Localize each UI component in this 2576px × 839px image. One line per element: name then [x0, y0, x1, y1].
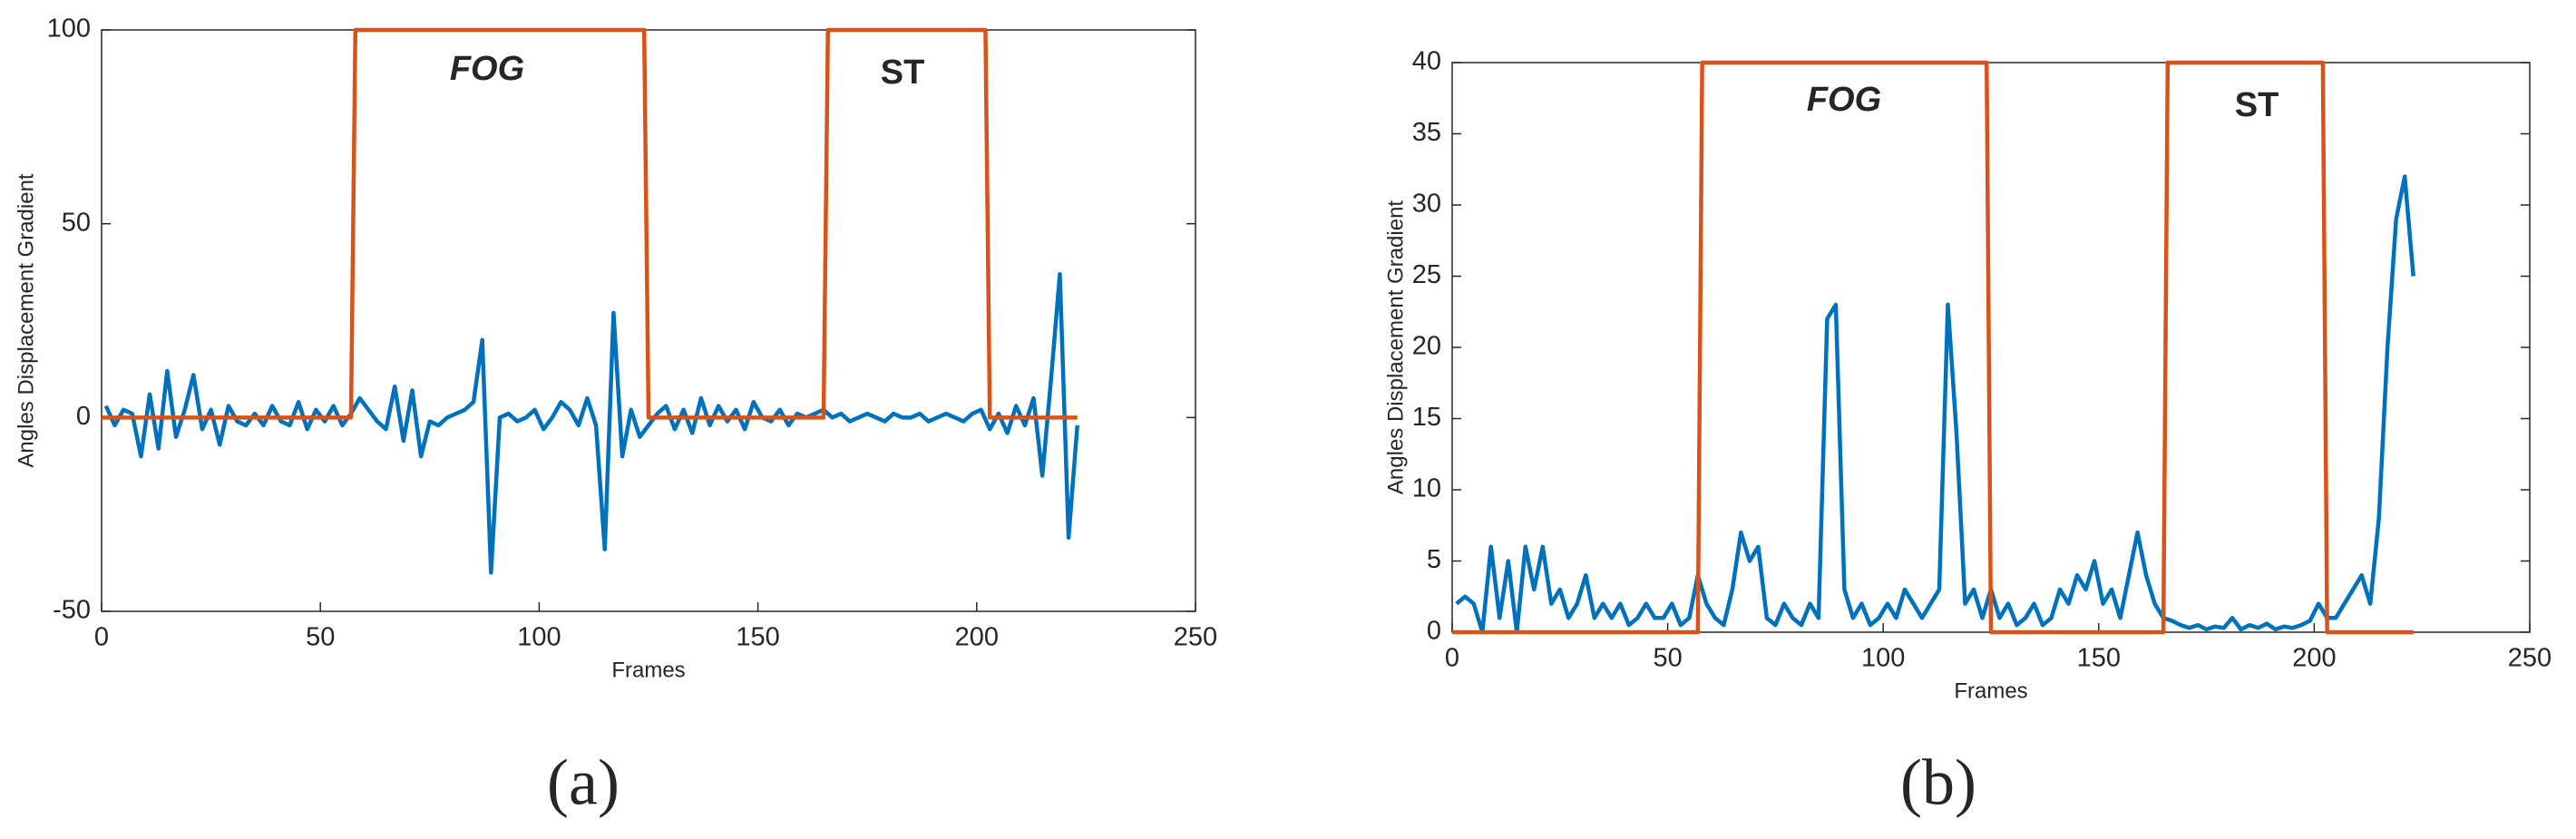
x-axis-label: Frames: [611, 658, 685, 682]
caption: (a): [547, 746, 620, 819]
y-axis-label: Angles Displacement Gradient: [1383, 200, 1408, 494]
x-tick-label: 100: [1861, 644, 1905, 673]
y-tick-label: 15: [1412, 403, 1441, 432]
x-tick-label: 200: [955, 623, 999, 652]
x-tick-label: 200: [2292, 644, 2336, 673]
y-tick-label: 50: [62, 208, 91, 237]
annotation: ST: [881, 54, 925, 92]
data-line: [102, 27, 1078, 420]
annotation: ST: [2235, 86, 2279, 124]
y-axis-label: Angles Displacement Gradient: [14, 173, 38, 467]
x-tick-label: 0: [94, 623, 109, 652]
y-tick-label: 0: [1427, 617, 1441, 646]
y-tick-label: 20: [1412, 332, 1441, 361]
annotation: FOG: [1807, 81, 1881, 119]
y-tick-label: 0: [76, 402, 91, 431]
y-tick-label: 35: [1412, 118, 1441, 147]
x-tick-label: 100: [517, 623, 561, 652]
x-tick-label: 50: [1653, 644, 1682, 673]
x-tick-label: 250: [1174, 623, 1217, 652]
x-tick-label: 50: [306, 623, 335, 652]
x-tick-label: 0: [1445, 644, 1459, 673]
y-tick-label: 5: [1427, 545, 1441, 574]
x-tick-label: 150: [736, 623, 779, 652]
y-tick-label: -50: [53, 596, 91, 625]
plot-box: [101, 29, 1196, 612]
x-axis-label: Frames: [1954, 678, 2027, 703]
y-tick-label: 25: [1412, 260, 1441, 289]
y-tick-label: 40: [1412, 47, 1441, 76]
data-line: [1452, 60, 2414, 635]
caption: (b): [1900, 746, 1976, 819]
annotation: FOG: [450, 50, 524, 88]
x-tick-label: 150: [2077, 644, 2121, 673]
y-tick-label: 100: [47, 15, 91, 44]
data-line: [103, 271, 1079, 575]
data-line: [1455, 174, 2415, 635]
y-tick-label: 10: [1412, 474, 1441, 503]
x-tick-label: 250: [2508, 644, 2552, 673]
y-tick-label: 30: [1412, 190, 1441, 219]
